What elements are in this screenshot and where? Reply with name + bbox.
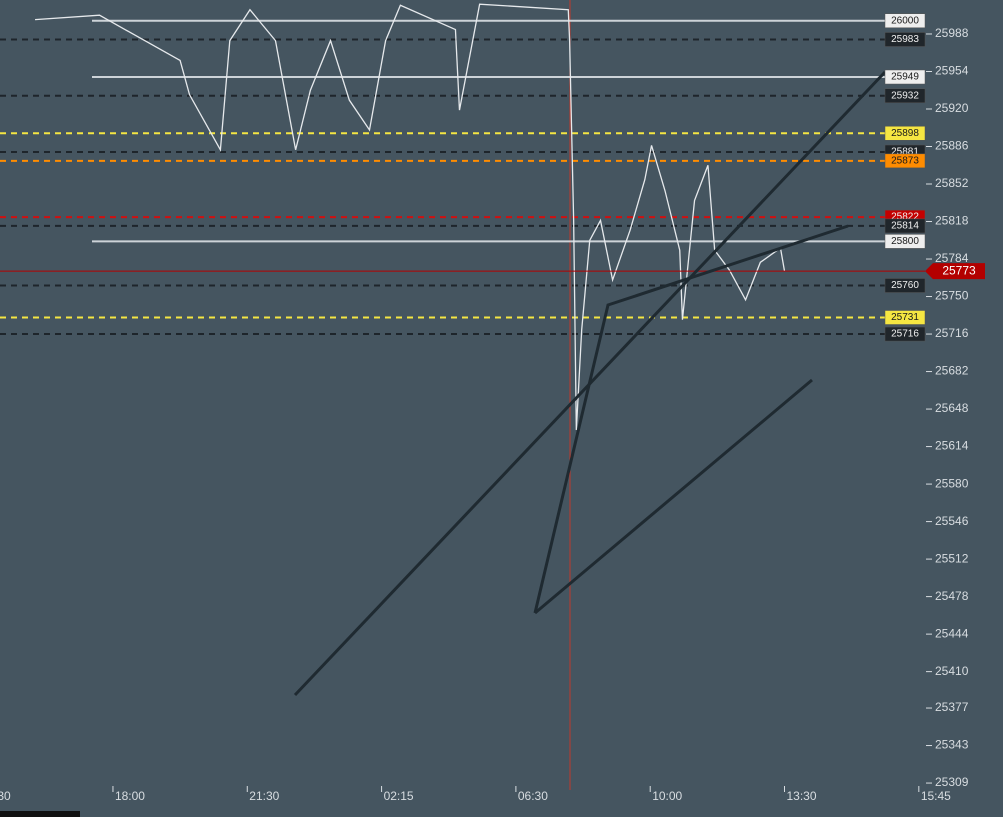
y-tick-label: 25444 <box>935 626 969 640</box>
level-label: 25800 <box>891 236 919 247</box>
bottom-bar <box>0 811 80 817</box>
level-label-box <box>884 13 926 28</box>
y-tick-label: 25580 <box>935 476 969 490</box>
x-tick-label: 02:15 <box>384 789 414 803</box>
y-tick-label: 25512 <box>935 551 969 565</box>
y-tick-label: 25954 <box>935 64 969 78</box>
level-label-box <box>884 278 926 293</box>
level-label: 25881 <box>891 147 919 158</box>
y-tick-label: 25682 <box>935 364 969 378</box>
x-tick-label: 10:00 <box>652 789 682 803</box>
level-label: 25760 <box>891 280 919 291</box>
level-label-box <box>884 153 926 169</box>
y-tick-label: 25716 <box>935 326 969 340</box>
y-tick-label: 25988 <box>935 26 969 40</box>
x-tick-label: 15:30 <box>0 789 11 803</box>
y-tick-label: 25343 <box>935 738 969 752</box>
level-label-box <box>884 88 926 104</box>
y-tick-label: 25886 <box>935 139 969 153</box>
y-tick-label: 25818 <box>935 214 969 228</box>
level-label-box <box>884 126 926 141</box>
trendlines <box>293 70 887 697</box>
trendline <box>533 224 849 614</box>
level-label: 25949 <box>891 72 919 83</box>
level-label: 25898 <box>891 128 919 139</box>
x-tick-label: 18:00 <box>115 789 145 803</box>
last-price-tag <box>925 263 985 280</box>
level-label: 25814 <box>891 221 919 232</box>
y-tick-label: 25920 <box>935 101 969 115</box>
level-label-box <box>884 234 926 249</box>
y-tick-label: 25478 <box>935 589 969 603</box>
price-line <box>35 3 786 431</box>
level-label: 25873 <box>891 155 919 166</box>
level-label: 25822 <box>891 212 919 223</box>
level-label-box <box>884 326 926 342</box>
level-label: 25731 <box>891 312 919 323</box>
y-tick-label: 25750 <box>935 289 969 303</box>
y-tick-label: 25410 <box>935 664 969 678</box>
y-tick-label: 25614 <box>935 439 969 453</box>
level-label: 26000 <box>891 15 919 26</box>
x-tick-label: 06:30 <box>518 789 548 803</box>
y-tick-label: 25648 <box>935 401 969 415</box>
y-tick-label: 25546 <box>935 514 969 528</box>
x-tick-label: 21:30 <box>249 789 279 803</box>
y-tick-label: 25784 <box>935 251 969 265</box>
x-tick-label: 15:45 <box>921 789 951 803</box>
level-label: 25932 <box>891 90 919 101</box>
level-label-box <box>884 69 926 85</box>
plot-area <box>0 3 925 431</box>
y-tick-label: 25309 <box>935 775 969 789</box>
level-label: 25983 <box>891 34 919 45</box>
last-price-label: 25773 <box>942 263 976 277</box>
level-label-box <box>884 218 926 234</box>
level-label-box <box>884 310 926 325</box>
y-tick-label: 25377 <box>935 700 969 714</box>
level-label: 25716 <box>891 329 919 340</box>
x-tick-label: 13:30 <box>787 789 817 803</box>
trendline <box>534 378 813 615</box>
level-label-box <box>884 32 926 47</box>
y-tick-label: 25852 <box>935 176 969 190</box>
price-axis: 25988 25954 25920 25886 25852 25818 25784 25750… <box>0 13 985 803</box>
